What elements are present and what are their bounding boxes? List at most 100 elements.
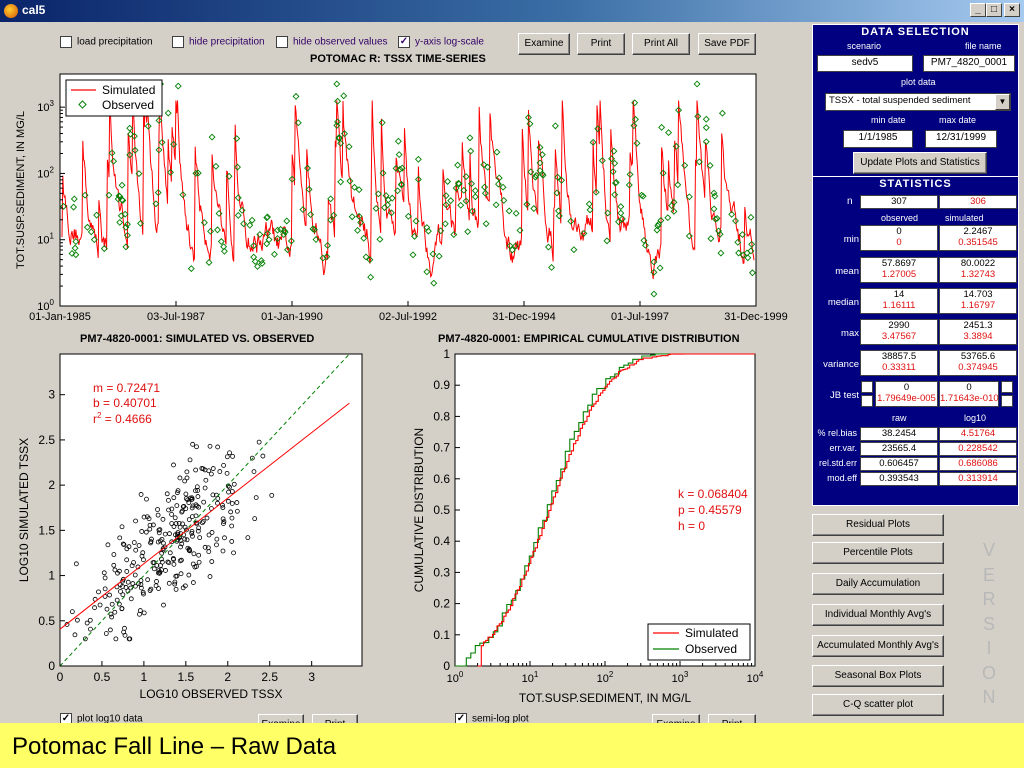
- observed-point: [334, 97, 342, 105]
- scatter-point: [253, 495, 259, 500]
- max-date-label: max date: [939, 115, 977, 125]
- maximize-button[interactable]: □: [986, 3, 1002, 17]
- legend-observed-label: Observed: [102, 98, 154, 112]
- scatter-point: [207, 443, 213, 449]
- jb-simulated-checkbox[interactable]: [1001, 381, 1013, 393]
- scatter-point: [205, 545, 211, 551]
- chevron-down-icon[interactable]: ▼: [995, 94, 1010, 110]
- scatter-point: [190, 441, 196, 447]
- scatter-point: [173, 586, 179, 592]
- scatter-axes: [59, 353, 363, 667]
- observed-point: [238, 206, 246, 214]
- scatter-point: [166, 507, 171, 513]
- minimize-button[interactable]: _: [970, 3, 986, 17]
- scatter-point: [144, 514, 150, 520]
- scatter-y-tick-label: 1: [48, 569, 55, 583]
- side-button-6[interactable]: C-Q scatter plot: [812, 694, 944, 716]
- plot-data-select[interactable]: TSSX - total suspended sediment: [825, 93, 1011, 111]
- scatter-point: [120, 578, 126, 584]
- slide-caption: Potomac Fall Line – Raw Data: [0, 723, 1024, 768]
- update-plots-button[interactable]: Update Plots and Statistics: [853, 152, 987, 174]
- observed-point: [387, 209, 395, 217]
- observed-point: [611, 179, 619, 187]
- print-all-button[interactable]: Print All: [632, 33, 690, 55]
- scenario-input[interactable]: sedv5: [817, 55, 913, 72]
- hide-observed-checkbox[interactable]: hide observed values: [276, 36, 388, 48]
- scatter-point: [229, 523, 235, 529]
- scatter-y-label: LOG10 SIMULATED TSSX: [17, 438, 31, 582]
- observed-point: [121, 210, 129, 218]
- observed-point: [656, 264, 664, 272]
- side-button-2[interactable]: Daily Accumulation: [812, 573, 944, 595]
- scatter-point: [173, 521, 179, 526]
- cdf-axes: [454, 353, 756, 667]
- semi-log-plot-checkbox[interactable]: ✓ semi-log plot: [455, 713, 529, 725]
- scatter-point: [141, 610, 147, 616]
- observed-point: [586, 206, 594, 214]
- jb-simulated-checkbox[interactable]: [1001, 395, 1013, 407]
- scatter-point: [164, 491, 170, 497]
- y-axis-log-scale-checkbox[interactable]: ✓ y-axis log-scale: [398, 36, 484, 48]
- scatter-point: [151, 566, 157, 572]
- observed-point: [511, 242, 519, 250]
- observed-point: [394, 187, 402, 195]
- regression-line: [59, 402, 350, 630]
- scatter-x-tick-label: 0: [57, 670, 64, 684]
- observed-point: [299, 206, 307, 214]
- observed-point: [220, 243, 228, 251]
- scatter-point: [130, 581, 136, 586]
- hide-precipitation-checkbox[interactable]: hide precipitation: [172, 36, 265, 48]
- save-pdf-button[interactable]: Save PDF: [698, 33, 756, 55]
- side-button-1[interactable]: Percentile Plots: [812, 542, 944, 564]
- observed-point: [604, 209, 612, 217]
- scatter-x-label: LOG10 OBSERVED TSSX: [140, 687, 283, 701]
- side-button-4[interactable]: Accumulated Monthly Avg's: [812, 635, 944, 657]
- metric-raw-value: 23565.4: [860, 442, 938, 456]
- checkbox-box[interactable]: [172, 36, 184, 48]
- side-button-3[interactable]: Individual Monthly Avg's: [812, 604, 944, 626]
- checkbox-box[interactable]: [60, 36, 72, 48]
- observed-point: [695, 158, 703, 166]
- scatter-point: [193, 513, 199, 519]
- observed-point: [220, 247, 228, 255]
- examine-button[interactable]: Examine: [518, 33, 570, 55]
- jb-observed-checkbox[interactable]: [861, 395, 873, 407]
- min-date-input[interactable]: 1/1/1985: [843, 130, 913, 148]
- observed-point: [626, 170, 634, 178]
- scatter-point: [249, 455, 255, 461]
- scatter-point: [129, 563, 135, 569]
- jb-observed-checkbox[interactable]: [861, 381, 873, 393]
- checkbox-box-checked[interactable]: ✓: [398, 36, 410, 48]
- ts-x-tick-label: 01-Jul-1997: [611, 311, 669, 323]
- scatter-point: [112, 567, 118, 573]
- scatter-point: [111, 552, 117, 557]
- observed-point: [225, 172, 233, 180]
- observed-point: [214, 226, 221, 234]
- observed-point: [710, 189, 718, 197]
- close-button[interactable]: ×: [1004, 3, 1020, 17]
- scatter-point: [97, 602, 103, 608]
- scatter-point: [202, 485, 208, 491]
- side-button-0[interactable]: Residual Plots: [812, 514, 944, 536]
- observed-point: [115, 192, 123, 200]
- observed-point: [382, 192, 390, 200]
- observed-point: [131, 146, 139, 154]
- n-label: n: [847, 196, 853, 207]
- scatter-point: [189, 530, 195, 536]
- print-button[interactable]: Print: [577, 33, 625, 55]
- scatter-point: [155, 507, 160, 512]
- observed-point: [694, 112, 702, 120]
- max-date-input[interactable]: 12/31/1999: [925, 130, 997, 148]
- file-name-input[interactable]: PM7_4820_0001: [923, 55, 1015, 72]
- side-button-5[interactable]: Seasonal Box Plots: [812, 665, 944, 687]
- checkbox-box[interactable]: [276, 36, 288, 48]
- observed-point: [122, 223, 130, 231]
- simulated-column-label: simulated: [945, 213, 984, 223]
- scatter-point: [141, 514, 147, 520]
- observed-point: [710, 205, 718, 213]
- load-precipitation-checkbox[interactable]: load precipitation: [60, 36, 153, 48]
- scatter-point: [196, 552, 202, 558]
- scatter-point: [73, 561, 79, 567]
- observed-point: [633, 139, 641, 147]
- observed-point: [212, 162, 220, 170]
